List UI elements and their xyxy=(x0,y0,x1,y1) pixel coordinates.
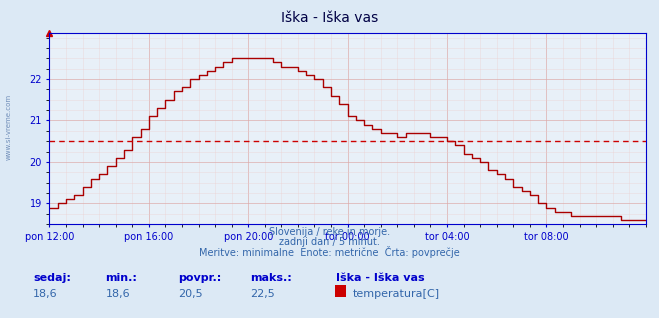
Text: Iška - Iška vas: Iška - Iška vas xyxy=(336,273,424,283)
Text: temperatura[C]: temperatura[C] xyxy=(353,289,440,299)
Text: 18,6: 18,6 xyxy=(105,289,130,299)
Text: 22,5: 22,5 xyxy=(250,289,275,299)
Text: Meritve: minimalne  Enote: metrične  Črta: povprečje: Meritve: minimalne Enote: metrične Črta:… xyxy=(199,246,460,259)
Text: www.si-vreme.com: www.si-vreme.com xyxy=(5,94,11,160)
Text: sedaj:: sedaj: xyxy=(33,273,71,283)
Text: Iška - Iška vas: Iška - Iška vas xyxy=(281,11,378,25)
Text: Slovenija / reke in morje.: Slovenija / reke in morje. xyxy=(269,227,390,237)
Text: 20,5: 20,5 xyxy=(178,289,202,299)
Text: 18,6: 18,6 xyxy=(33,289,57,299)
Text: min.:: min.: xyxy=(105,273,137,283)
Text: povpr.:: povpr.: xyxy=(178,273,221,283)
Text: maks.:: maks.: xyxy=(250,273,292,283)
Text: zadnji dan / 5 minut.: zadnji dan / 5 minut. xyxy=(279,237,380,247)
